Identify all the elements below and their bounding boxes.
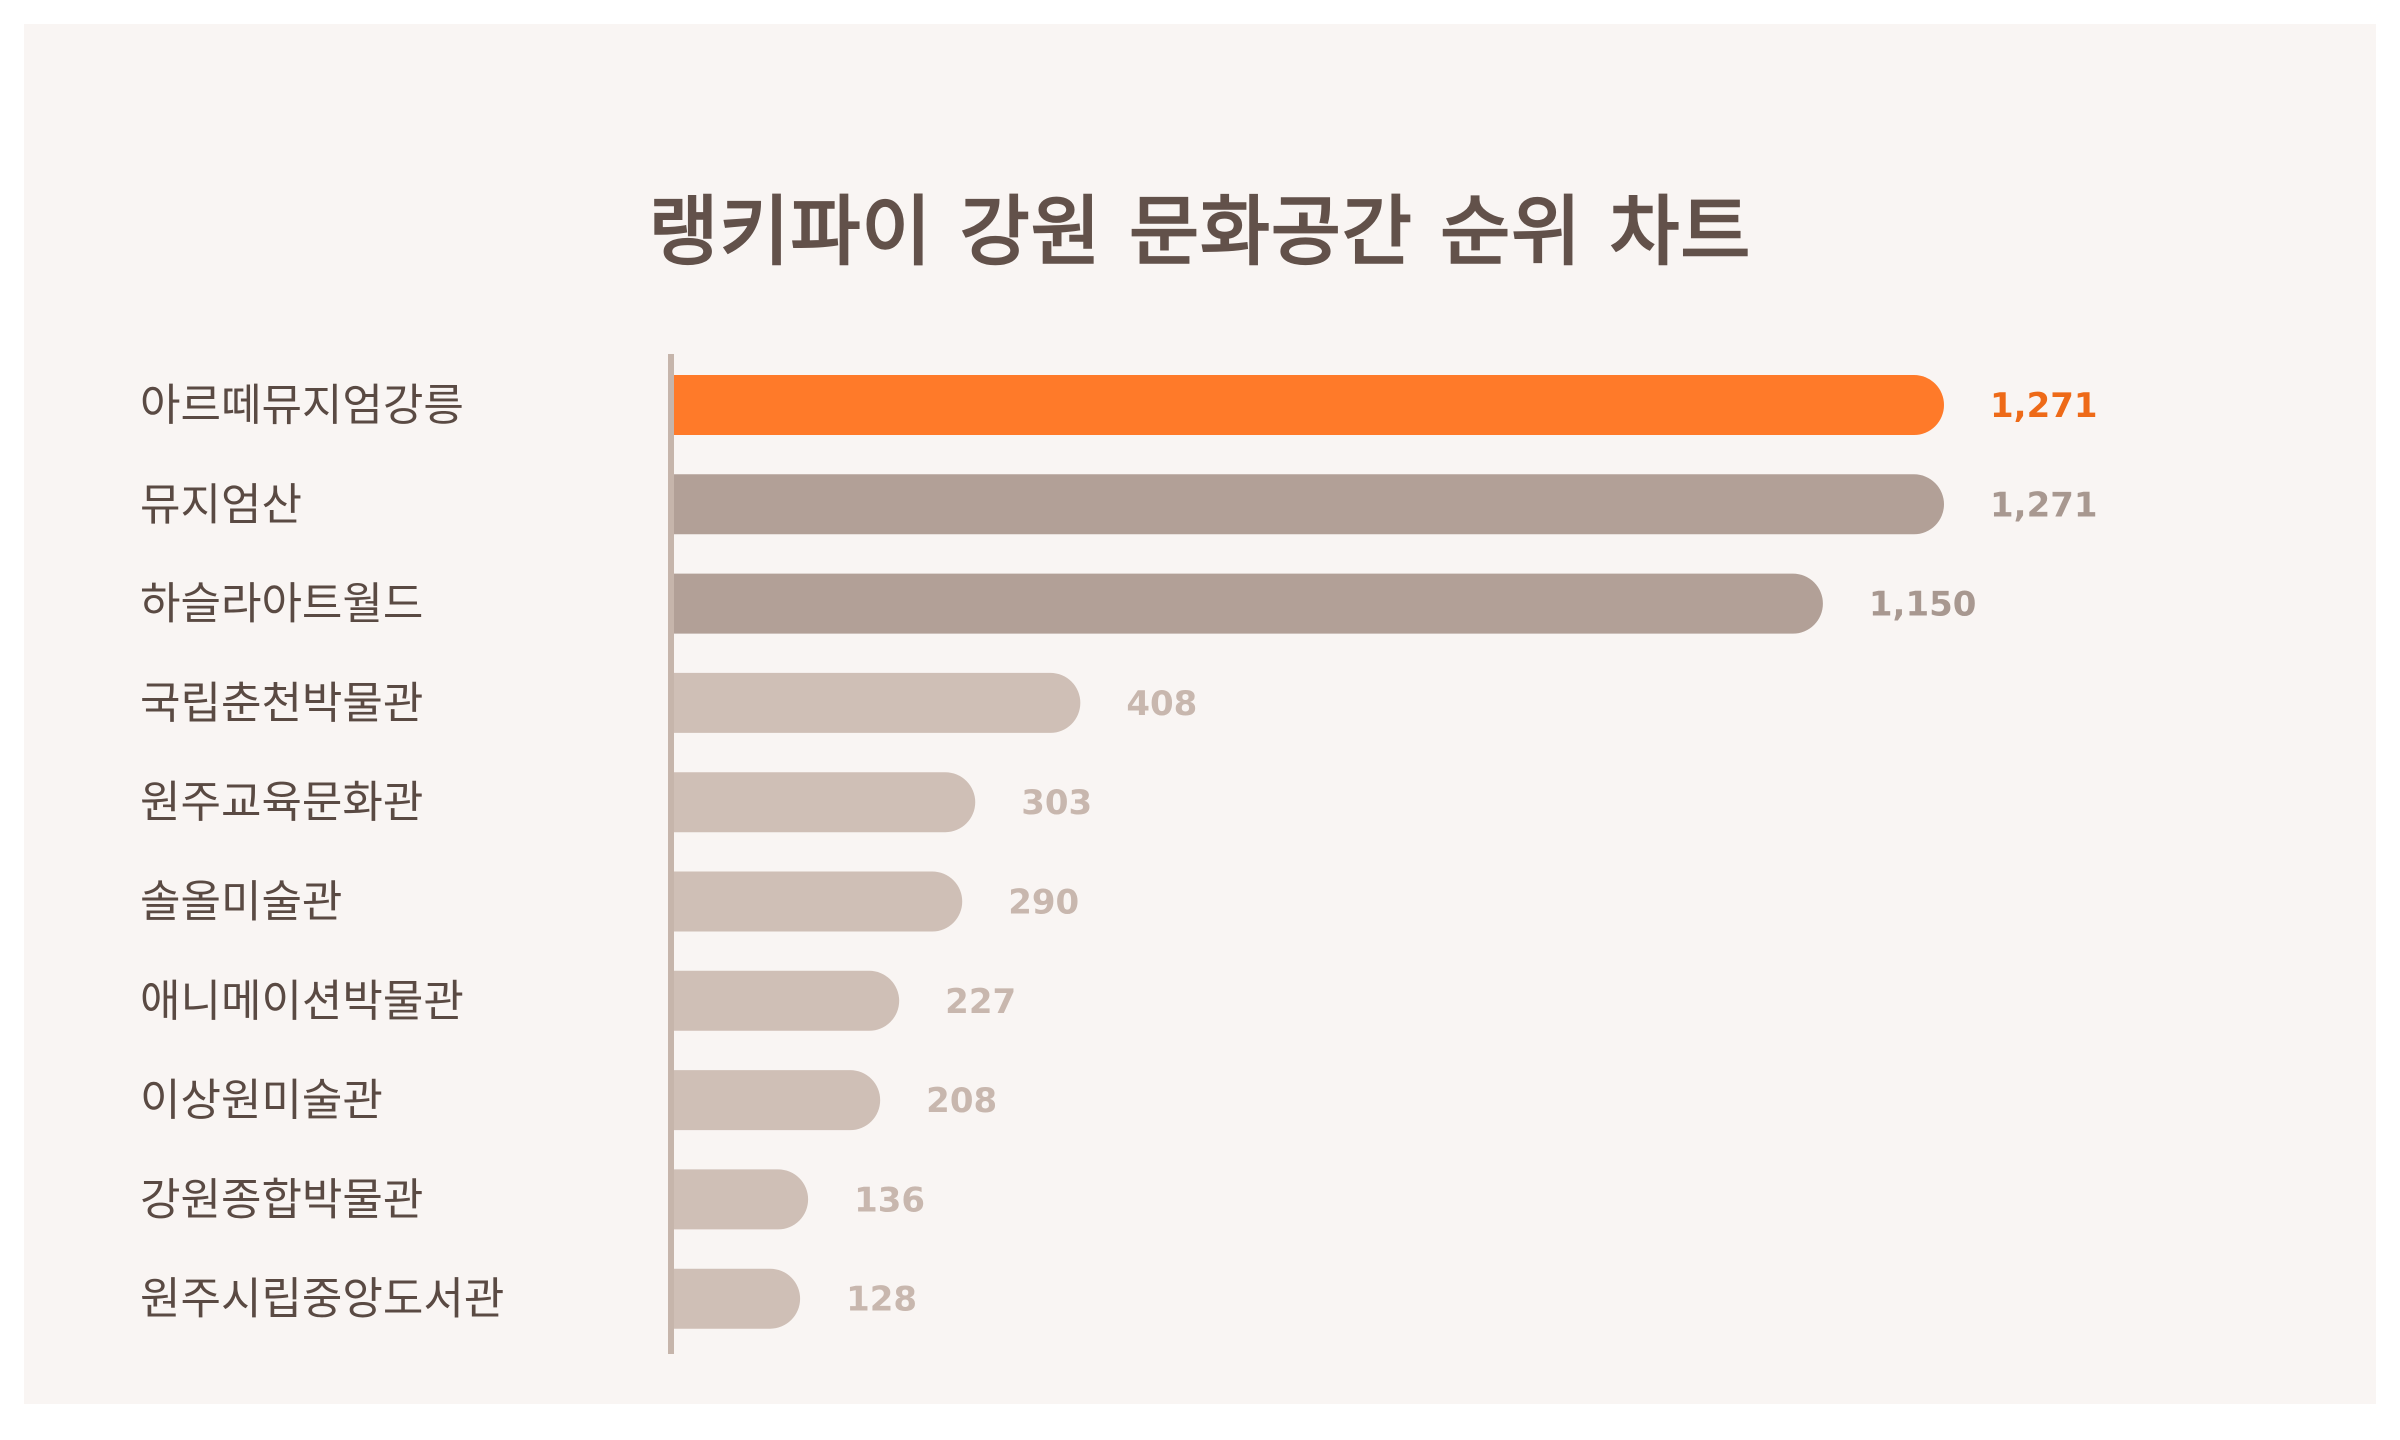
bar xyxy=(672,1070,881,1131)
bar xyxy=(672,1268,801,1329)
value-label: 136 xyxy=(854,1180,925,1220)
bar xyxy=(672,970,900,1031)
bar xyxy=(672,573,1823,634)
bar xyxy=(672,474,1945,535)
bar xyxy=(672,375,1944,435)
category-label: 애니메이션박물관 xyxy=(140,976,464,1027)
value-label: 128 xyxy=(846,1280,917,1320)
value-label: 1,150 xyxy=(1869,585,1977,625)
chart-title: 랭키파이 강원 문화공간 순위 차트 xyxy=(648,187,1752,276)
category-label: 이상원미술관 xyxy=(140,1075,383,1126)
category-label: 하슬라아트월드 xyxy=(140,579,423,630)
bar xyxy=(672,772,976,833)
bar xyxy=(672,1169,809,1230)
category-label: 뮤지엄산 xyxy=(140,479,302,530)
bar xyxy=(672,672,1081,733)
value-label: 303 xyxy=(1021,783,1092,823)
value-label: 290 xyxy=(1008,883,1079,923)
category-label: 원주교육문화관 xyxy=(140,777,423,828)
value-label: 1,271 xyxy=(1990,485,2098,525)
category-label: 원주시립중앙도서관 xyxy=(140,1274,504,1325)
value-label: 408 xyxy=(1126,684,1197,724)
category-label: 국립춘천박물관 xyxy=(140,678,423,729)
bar xyxy=(672,871,963,932)
value-label: 227 xyxy=(945,982,1016,1022)
value-label: 208 xyxy=(926,1081,997,1121)
category-label: 솔올미술관 xyxy=(140,877,342,928)
category-label: 아르떼뮤지엄강릉 xyxy=(140,380,464,431)
value-label: 1,271 xyxy=(1990,386,2098,426)
category-label: 강원종합박물관 xyxy=(140,1174,423,1225)
y-axis-line xyxy=(668,354,674,1354)
chart-card xyxy=(24,24,2376,1404)
